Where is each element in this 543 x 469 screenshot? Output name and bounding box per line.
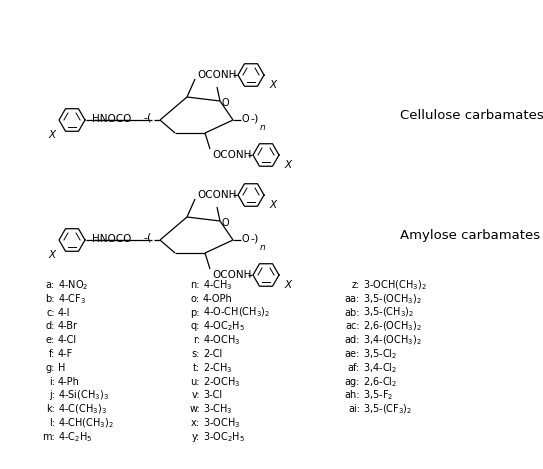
Text: 4-NO$_2$: 4-NO$_2$ (58, 278, 89, 292)
Text: X: X (269, 200, 276, 210)
Text: 4-CH$_3$: 4-CH$_3$ (203, 278, 233, 292)
Text: s:: s: (192, 349, 200, 359)
Text: 3,5-F$_2$: 3,5-F$_2$ (363, 388, 393, 402)
Text: Amylose carbamates: Amylose carbamates (400, 228, 540, 242)
Text: 4-Si(CH$_3$)$_3$: 4-Si(CH$_3$)$_3$ (58, 389, 109, 402)
Text: 3,4-Cl$_2$: 3,4-Cl$_2$ (363, 361, 397, 375)
Text: OCONH: OCONH (197, 190, 236, 200)
Text: 4-C(CH$_3$)$_3$: 4-C(CH$_3$)$_3$ (58, 402, 107, 416)
Text: o:: o: (191, 294, 200, 304)
Text: OCONH: OCONH (212, 270, 251, 280)
Text: i:: i: (49, 377, 55, 386)
Text: 3-OCH$_3$: 3-OCH$_3$ (203, 416, 241, 430)
Text: j:: j: (49, 390, 55, 401)
Text: 3,4-(OCH$_3$)$_2$: 3,4-(OCH$_3$)$_2$ (363, 333, 422, 347)
Text: -): -) (250, 233, 258, 243)
Text: HNOCO: HNOCO (92, 234, 132, 244)
Text: v:: v: (192, 390, 200, 401)
Text: e:: e: (46, 335, 55, 345)
Text: OCONH: OCONH (197, 70, 236, 80)
Text: 4-CF$_3$: 4-CF$_3$ (58, 292, 86, 306)
Text: k:: k: (46, 404, 55, 414)
Text: 4-OC$_2$H$_5$: 4-OC$_2$H$_5$ (203, 319, 245, 333)
Text: 4-C$_2$H$_5$: 4-C$_2$H$_5$ (58, 430, 92, 444)
Text: 4-Cl: 4-Cl (58, 335, 77, 345)
Text: d:: d: (46, 321, 55, 332)
Text: 2-CH$_3$: 2-CH$_3$ (203, 361, 233, 375)
Text: 2-Cl: 2-Cl (203, 349, 222, 359)
Text: 4-OCH$_3$: 4-OCH$_3$ (203, 333, 241, 347)
Text: -): -) (250, 113, 258, 123)
Text: 2,6-Cl$_2$: 2,6-Cl$_2$ (363, 375, 397, 388)
Text: O: O (221, 98, 229, 108)
Text: x:: x: (191, 418, 200, 428)
Text: t:: t: (193, 363, 200, 373)
Text: z:: z: (352, 280, 360, 290)
Text: O: O (242, 234, 250, 244)
Text: r:: r: (193, 335, 200, 345)
Text: Cellulose carbamates: Cellulose carbamates (400, 108, 543, 121)
Text: ai:: ai: (348, 404, 360, 414)
Text: 3-Cl: 3-Cl (203, 390, 222, 401)
Text: 3-CH$_3$: 3-CH$_3$ (203, 402, 233, 416)
Text: X: X (269, 80, 276, 90)
Text: 3,5-(OCH$_3$)$_2$: 3,5-(OCH$_3$)$_2$ (363, 292, 422, 306)
Text: aa:: aa: (345, 294, 360, 304)
Text: u:: u: (191, 377, 200, 386)
Text: 2-OCH$_3$: 2-OCH$_3$ (203, 375, 241, 388)
Text: 4-Br: 4-Br (58, 321, 78, 332)
Text: ah:: ah: (344, 390, 360, 401)
Text: H: H (58, 363, 65, 373)
Text: w:: w: (190, 404, 200, 414)
Text: OCONH: OCONH (212, 150, 251, 160)
Text: b:: b: (46, 294, 55, 304)
Text: a:: a: (46, 280, 55, 290)
Text: X: X (284, 160, 291, 170)
Text: q:: q: (191, 321, 200, 332)
Text: O: O (221, 218, 229, 228)
Text: 3-OCH(CH$_3$)$_2$: 3-OCH(CH$_3$)$_2$ (363, 278, 427, 292)
Text: g:: g: (46, 363, 55, 373)
Text: c:: c: (46, 308, 55, 318)
Text: 3,5-Cl$_2$: 3,5-Cl$_2$ (363, 347, 397, 361)
Text: ag:: ag: (345, 377, 360, 386)
Text: O: O (242, 114, 250, 124)
Text: -(: -( (144, 112, 152, 122)
Text: 4-O-CH(CH$_3$)$_2$: 4-O-CH(CH$_3$)$_2$ (203, 306, 270, 319)
Text: 4-I: 4-I (58, 308, 71, 318)
Text: -(: -( (144, 232, 152, 242)
Text: 2,6-(OCH$_3$)$_2$: 2,6-(OCH$_3$)$_2$ (363, 319, 422, 333)
Text: y:: y: (192, 432, 200, 442)
Text: X: X (48, 130, 55, 140)
Text: 3,5-(CF$_3$)$_2$: 3,5-(CF$_3$)$_2$ (363, 402, 413, 416)
Text: f:: f: (49, 349, 55, 359)
Text: 3,5-(CH$_3$)$_2$: 3,5-(CH$_3$)$_2$ (363, 306, 414, 319)
Text: 4-F: 4-F (58, 349, 73, 359)
Text: 4-CH(CH$_3$)$_2$: 4-CH(CH$_3$)$_2$ (58, 416, 114, 430)
Text: ae:: ae: (345, 349, 360, 359)
Text: X: X (284, 280, 291, 290)
Text: n:: n: (191, 280, 200, 290)
Text: X: X (48, 250, 55, 260)
Text: ac:: ac: (345, 321, 360, 332)
Text: l:: l: (49, 418, 55, 428)
Text: ab:: ab: (344, 308, 360, 318)
Text: ad:: ad: (345, 335, 360, 345)
Text: af:: af: (348, 363, 360, 373)
Text: p:: p: (191, 308, 200, 318)
Text: HNOCO: HNOCO (92, 114, 132, 124)
Text: 3-OC$_2$H$_5$: 3-OC$_2$H$_5$ (203, 430, 245, 444)
Text: m:: m: (42, 432, 55, 442)
Text: n: n (260, 123, 266, 132)
Text: n: n (260, 243, 266, 252)
Text: 4-Ph: 4-Ph (58, 377, 80, 386)
Text: 4-OPh: 4-OPh (203, 294, 233, 304)
